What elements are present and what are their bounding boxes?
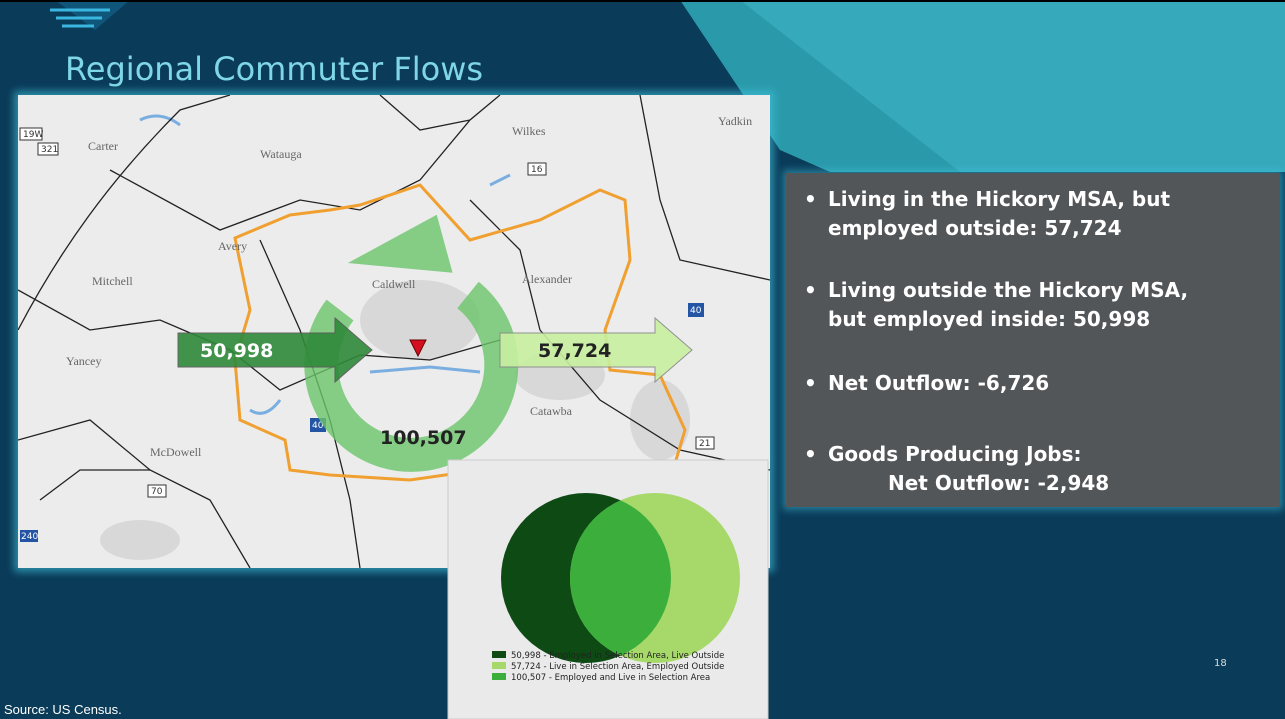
county-label: Watauga [260, 147, 302, 161]
bullet-text: Living in the Hickory MSA, but [828, 187, 1170, 211]
bullet-text: but employed inside: 50,998 [828, 307, 1150, 331]
outflow-arrow [499, 316, 693, 384]
flow-label: 100,507 [380, 427, 467, 449]
shield-label: 19W [23, 130, 43, 140]
legend-text: 50,998 - Employed in Selection Area, Liv… [511, 651, 724, 661]
county-label: Carter [88, 139, 118, 153]
shield-label: 16 [531, 165, 543, 175]
legend-text: 57,724 - Live in Selection Area, Employe… [511, 662, 724, 672]
shield-label: 240 [21, 532, 38, 542]
bullet-text: employed outside: 57,724 [828, 216, 1122, 240]
shield-label: 40 [690, 306, 702, 316]
shield-label: 40 [312, 421, 324, 431]
flow-label: 50,998 [200, 340, 273, 362]
slide-title: Regional Commuter Flows [65, 50, 483, 88]
venn-legend: 50,998 - Employed in Selection Area, Liv… [492, 651, 724, 683]
county-label: Wilkes [512, 124, 546, 138]
bullet-text: Living outside the Hickory MSA, [828, 278, 1188, 302]
county-label: Caldwell [372, 277, 416, 291]
legend-text: 100,507 - Employed and Live in Selection… [511, 673, 710, 683]
top-edge [0, 0, 1285, 2]
county-label: Alexander [522, 272, 572, 286]
county-label: Catawba [530, 404, 573, 418]
ring-arrowhead [347, 214, 453, 273]
bullet-text: Net Outflow: -2,948 [888, 471, 1109, 495]
bullet-dot: • [804, 187, 817, 211]
logo-lines [50, 8, 110, 28]
county-label: Yancey [66, 354, 101, 368]
shield-label: 321 [41, 145, 58, 155]
shield-label: 21 [699, 439, 710, 449]
logo-shape [55, 0, 130, 30]
shield-label: 70 [151, 487, 163, 497]
teal-shape-light [740, 0, 1285, 172]
highway-shields: 19W 321 16 40 40 70 21 240 [19, 127, 715, 542]
bullet-box [786, 173, 1280, 507]
location-marker [409, 339, 427, 358]
bullet-text: Goods Producing Jobs: [828, 442, 1082, 466]
bullet-dot: • [804, 278, 817, 302]
flow-label: 57,724 [538, 340, 611, 362]
page-number: 18 [1214, 658, 1227, 669]
map: Carter Watauga Wilkes Yadkin Avery Caldw… [18, 95, 770, 568]
bullet-dot: • [804, 442, 817, 466]
bullet-text: Net Outflow: -6,726 [828, 371, 1049, 395]
venn-overlap [570, 493, 671, 663]
bullets: • Living in the Hickory MSA, but employe… [804, 187, 1188, 495]
county-label: McDowell [150, 445, 202, 459]
county-label: Mitchell [92, 274, 133, 288]
county-label: Yadkin [718, 114, 752, 128]
county-label: Avery [218, 239, 247, 253]
source-note: Source: US Census. [4, 702, 122, 717]
bullet-dot: • [804, 371, 817, 395]
inflow-arrow [177, 316, 373, 384]
